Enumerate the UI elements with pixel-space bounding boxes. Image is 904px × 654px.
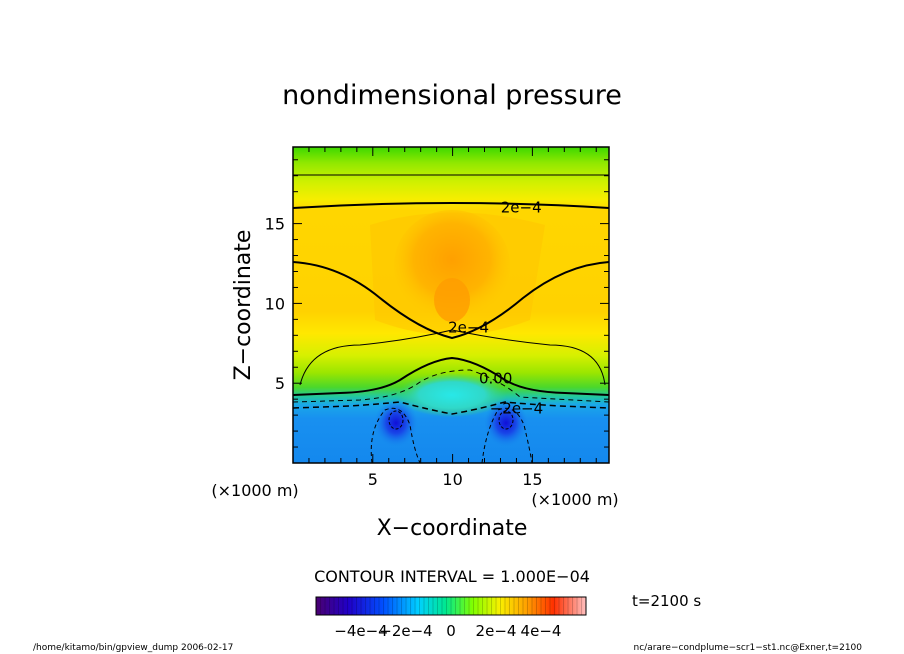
x-tick-labels: 5 10 15 [368, 470, 543, 489]
y-tick-label: 5 [275, 374, 285, 393]
right-vortex [484, 399, 528, 447]
x-tick-label: 5 [368, 470, 378, 489]
warm-core-center [434, 278, 470, 322]
colorbar-tick-label: 4e−4 [521, 622, 562, 640]
footer-left: /home/kitamo/bin/gpview_dump 2006-02-17 [33, 643, 233, 653]
footer-right: nc/arare−condplume−scr1−st1.nc@Exner,t=2… [634, 643, 863, 653]
contour-line [498, 410, 514, 430]
contour-label: 2e−4 [501, 199, 542, 217]
minor-ticks [293, 147, 609, 463]
colorbar-tick-label: 0 [446, 622, 456, 640]
left-vortex [374, 399, 418, 447]
contour-line [293, 261, 609, 340]
colorbar-tick-label: 2e−4 [476, 622, 517, 640]
colorbar-tick-labels: −4e−4−2e−4 0 2e−4 4e−4 [334, 622, 561, 640]
plot-area: 2e−4 2e−4 0.00 −2e−4 [293, 147, 609, 463]
colorbar-tick-label: −4e−4 [334, 622, 387, 640]
colorbar-tick-label: −2e−4 [379, 622, 432, 640]
plot-frame [292, 146, 610, 464]
y-axis-title: Z−coordinate [231, 230, 256, 381]
y-tick-label: 10 [265, 294, 285, 313]
contour-line [293, 401, 609, 415]
x-tick-label: 10 [442, 470, 462, 489]
contour-label: −2e−4 [490, 400, 543, 418]
contour-line [388, 410, 404, 430]
x-axis-title: X−coordinate [377, 516, 528, 541]
colorbar-divisions [320, 597, 582, 615]
colorbar [316, 597, 586, 615]
contour-labels: 2e−4 2e−4 0.00 −2e−4 [448, 199, 543, 418]
contour-line [370, 407, 421, 463]
warm-core [394, 210, 510, 320]
y-tick-label: 15 [265, 215, 285, 234]
contour-line [299, 329, 606, 386]
colorbar-frame [315, 596, 587, 616]
x-tick-label: 15 [522, 470, 542, 489]
x-unit-label: (×1000 m) [531, 490, 618, 509]
contour-label: 0.00 [479, 369, 512, 387]
contour-line [293, 202, 609, 209]
updraft-region [397, 373, 507, 417]
y-tick-labels: 5 10 15 [265, 215, 285, 394]
contour-label: 2e−4 [448, 318, 489, 336]
y-unit-label: (×1000 m) [211, 481, 298, 500]
chart-title: nondimensional pressure [282, 80, 622, 111]
contour-line [293, 356, 609, 396]
contour-interval: CONTOUR INTERVAL = 1.000E−04 [314, 567, 590, 586]
time-label: t=2100 s [632, 592, 701, 610]
contour-line [481, 407, 533, 463]
